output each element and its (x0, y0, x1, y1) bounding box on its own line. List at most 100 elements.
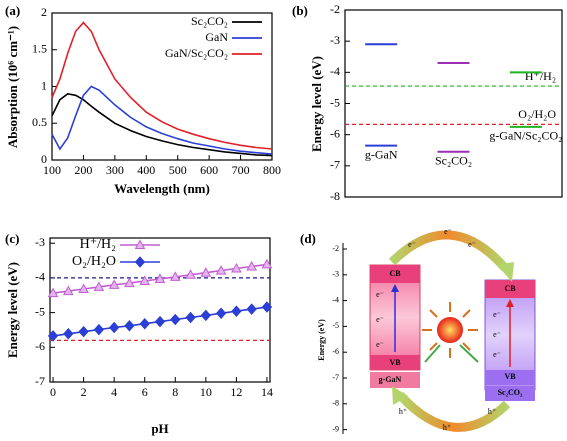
plot-frame (49, 237, 271, 383)
y-tick-label: 0.5 (32, 115, 47, 129)
data-point (93, 323, 105, 336)
electron-label: e⁻ (493, 310, 501, 319)
x-tick-label: 14 (261, 385, 273, 399)
x-tick-label: 10 (200, 385, 212, 399)
legend-marker (134, 256, 146, 268)
y-axis-title: Absorption (10⁶ cm⁻¹) (5, 26, 20, 148)
electron-label: e⁻ (376, 290, 384, 299)
x-tick-label: 2 (81, 385, 87, 399)
x-tick-label: 500 (169, 163, 187, 177)
level-label: Sc₂CO₂ (435, 154, 472, 168)
data-point (200, 309, 212, 322)
x-tick-label: 400 (137, 163, 155, 177)
data-point (185, 269, 196, 279)
x-axis-title: pH (151, 421, 168, 436)
electron-label: e⁻ (444, 227, 452, 236)
series-line (51, 85, 273, 155)
electron-label: e⁻ (376, 340, 384, 349)
plot-frame (51, 12, 273, 161)
y-axis-title: Energy level (eV) (5, 262, 20, 358)
y-tick-label: -7 (332, 373, 339, 382)
panel-label: (b) (292, 3, 308, 18)
panel-label: (a) (5, 3, 20, 18)
electron-label: e⁻ (493, 350, 501, 359)
data-point (169, 271, 181, 281)
data-point (108, 279, 120, 289)
x-tick-label: 700 (232, 163, 250, 177)
legend-label: GaN (205, 30, 228, 44)
data-point (124, 320, 135, 332)
data-point (215, 265, 227, 275)
data-point (215, 307, 227, 320)
data-point (108, 321, 120, 334)
x-tick-label: 4 (111, 385, 117, 399)
y-tick-label: -5 (332, 321, 339, 330)
electron-label: e⁻ (468, 240, 476, 249)
y-tick-label: -9 (332, 424, 339, 433)
y-tick-label: -8 (330, 189, 340, 203)
data-point (124, 277, 135, 288)
data-point (246, 260, 258, 271)
material-label: g-GaN (379, 375, 402, 384)
data-point (78, 325, 89, 338)
y-tick-label: -4 (330, 64, 340, 78)
panel-label: (d) (300, 231, 316, 246)
data-point (62, 285, 74, 296)
level-label: g-GaN (365, 147, 398, 161)
y-tick-label: -3 (332, 270, 339, 279)
x-tick-label: 800 (263, 163, 281, 177)
panel-label: (c) (5, 231, 19, 246)
y-tick-label: 2 (41, 5, 47, 19)
material-label: Sc₂CO₂ (498, 388, 523, 397)
data-point (47, 287, 59, 298)
electron-label: e⁻ (376, 315, 384, 324)
plot-frame (344, 9, 563, 198)
y-tick-label: -6 (330, 126, 340, 140)
reference-label: H⁺/H₂ (525, 69, 556, 83)
x-axis-title: Wavelength (nm) (114, 181, 210, 196)
y-tick-label: 1.5 (32, 42, 47, 56)
data-point (78, 283, 89, 294)
x-tick-label: 6 (142, 385, 148, 399)
series-line (51, 92, 273, 157)
band-label: VB (504, 372, 516, 381)
legend-label: Sc₂CO₂ (191, 14, 228, 28)
y-tick-label: -6 (35, 339, 45, 353)
data-point (261, 258, 273, 269)
legend-label: O₂/H₂O (72, 254, 116, 269)
electron-label: e⁻ (493, 330, 501, 339)
y-tick-label: -7 (35, 374, 45, 388)
x-tick-label: 0 (50, 385, 56, 399)
y-tick-label: -4 (332, 295, 339, 304)
y-tick-label: -3 (330, 33, 340, 47)
band-label: VB (389, 358, 401, 367)
y-tick-label: -2 (330, 2, 340, 16)
data-point (231, 263, 242, 273)
series-line (51, 21, 273, 150)
hole-label: h⁺ (488, 407, 496, 416)
y-tick-label: 1 (41, 78, 47, 92)
data-point (47, 330, 59, 342)
data-point (154, 315, 166, 328)
x-tick-label: 100 (43, 163, 61, 177)
electron-label: e⁻ (408, 240, 416, 249)
data-point (200, 267, 212, 277)
data-point (139, 317, 150, 330)
x-tick-label: 600 (200, 163, 218, 177)
data-point (93, 281, 105, 291)
data-point (185, 311, 196, 324)
x-tick-label: 200 (74, 163, 92, 177)
data-point (246, 303, 257, 315)
y-tick-label: -5 (330, 95, 340, 109)
y-tick-label: -8 (332, 399, 339, 408)
data-point (63, 328, 74, 340)
y-tick-label: -4 (35, 270, 45, 284)
legend-marker (134, 239, 146, 249)
y-tick-label: -7 (330, 158, 340, 172)
y-axis-title: Energy level (eV) (309, 56, 324, 152)
data-point (170, 313, 181, 326)
band-label: CB (389, 269, 401, 278)
diagram-shapes (342, 230, 536, 434)
hole-label: h⁺ (443, 423, 451, 432)
